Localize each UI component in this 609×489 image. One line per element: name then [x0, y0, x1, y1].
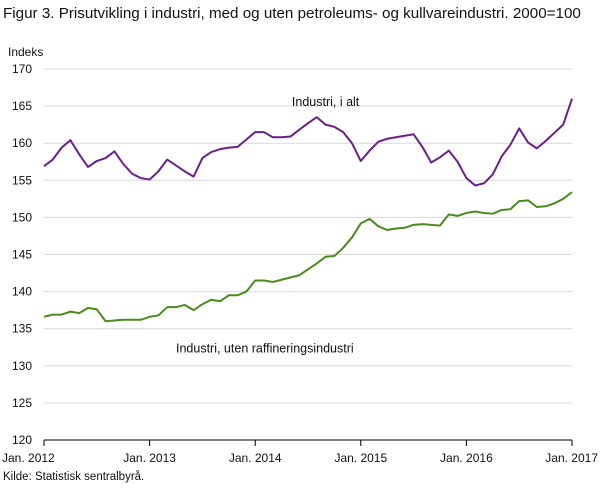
y-tick-label: 125 — [12, 396, 32, 410]
series-line-1 — [43, 98, 573, 187]
x-tick-label: Jan. 2016 — [440, 451, 493, 465]
y-tick-label: 155 — [12, 173, 32, 187]
y-tick-label: 170 — [12, 62, 32, 76]
annotations: Industri, i alt Industri, uten raffinerin… — [176, 95, 360, 355]
y-tick-label: 150 — [12, 210, 32, 224]
y-tick-label: 140 — [12, 285, 32, 299]
x-tick-label: Jan. 2017 — [545, 451, 598, 465]
y-tick-label: 120 — [12, 433, 32, 447]
x-tick-label: Jan. 2012 — [2, 451, 55, 465]
x-tick-label: Jan. 2014 — [229, 451, 282, 465]
x-tick-label: Jan. 2013 — [123, 451, 176, 465]
y-tick-label: 145 — [12, 248, 32, 262]
gridlines — [44, 68, 572, 441]
series-line-2 — [43, 191, 573, 323]
y-tick-label: 165 — [12, 99, 32, 113]
series-lines — [43, 98, 573, 323]
y-tick-label: 160 — [12, 136, 32, 150]
y-tick-label: 135 — [12, 322, 32, 336]
chart-title: Figur 3. Prisutvikling i industri, med o… — [3, 5, 581, 22]
x-axis: Jan. 2012 Jan. 2013 Jan. 2014 Jan. 2015 Jan.… — [2, 440, 598, 465]
series-annotation: Industri, uten raffineringsindustri — [176, 341, 354, 355]
source-note: Kilde: Statistisk sentralbyrå. — [3, 471, 145, 483]
series-annotation: Industri, i alt — [292, 95, 360, 109]
y-tick-labels: 120 125 130 135 140 145 150 155 160 165 170 — [12, 62, 32, 447]
y-tick-label: 130 — [12, 359, 32, 373]
x-tick-label: Jan. 2015 — [334, 451, 387, 465]
y-axis-label: Indeks — [8, 45, 43, 59]
